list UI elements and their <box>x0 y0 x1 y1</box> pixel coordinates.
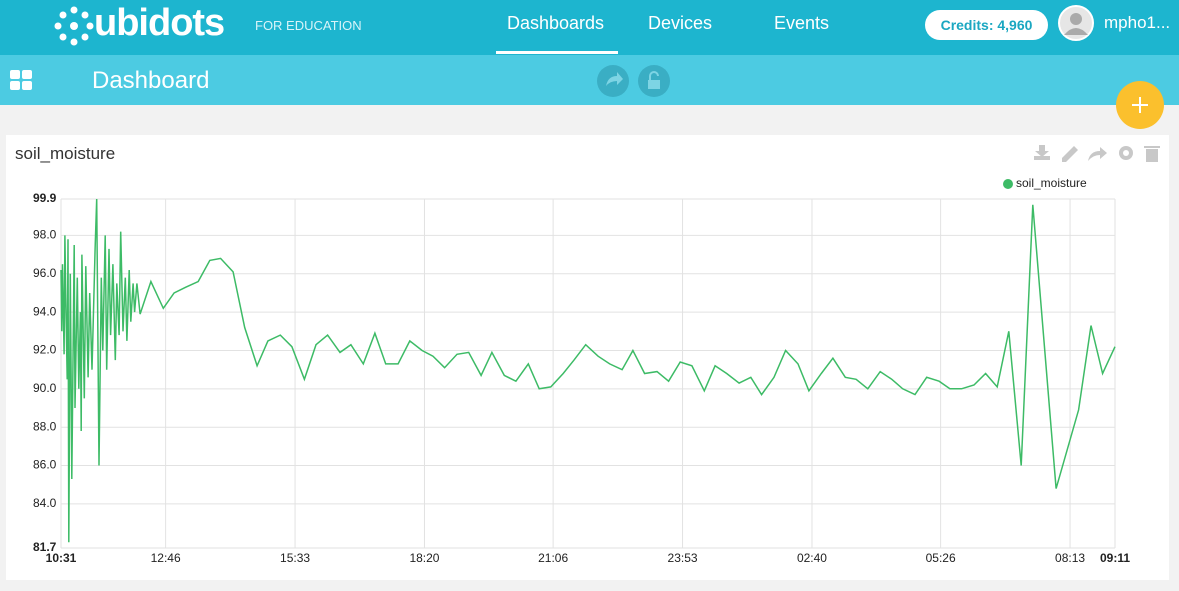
nav-dashboards[interactable]: Dashboards <box>507 13 605 33</box>
credits[interactable]: Credits: 4,960 <box>925 10 1048 40</box>
legend-label: soil_moisture <box>1016 176 1087 190</box>
toolbar <box>0 55 1179 105</box>
tagline: FOR EDUCATION <box>255 18 362 33</box>
y-tick-label: 84.0 <box>33 496 57 510</box>
y-tick-label: 81.7 <box>33 540 57 554</box>
logo[interactable]: ubidots <box>94 2 225 44</box>
x-tick-label: 09:11 <box>1100 551 1130 565</box>
y-tick-label: 92.0 <box>33 343 57 357</box>
legend-marker <box>1003 179 1013 189</box>
nav-devices[interactable]: Devices <box>648 13 713 33</box>
x-tick-label: 02:40 <box>797 551 827 565</box>
y-tick-label: 96.0 <box>33 266 57 280</box>
dashboard-title: Dashboard <box>92 67 210 94</box>
data-line <box>60 198 1116 543</box>
x-tick-label: 15:33 <box>280 551 310 565</box>
widget-title: soil_moisture <box>15 144 116 163</box>
nav-underline <box>496 51 618 54</box>
avatar[interactable] <box>1058 5 1094 41</box>
widget-panel <box>6 135 1169 580</box>
y-tick-label: 94.0 <box>33 304 57 318</box>
y-tick-label: 88.0 <box>33 419 57 433</box>
x-tick-label: 21:06 <box>538 551 568 565</box>
widget-actions[interactable] <box>1032 143 1162 163</box>
toolbar-actions[interactable] <box>596 64 672 98</box>
x-tick-label: 23:53 <box>668 551 698 565</box>
x-tick-label: 10:31 <box>46 551 77 565</box>
user-name[interactable]: mpho1... <box>1104 13 1171 32</box>
y-tick-label: 99.9 <box>33 191 57 205</box>
logo-icon <box>54 6 94 46</box>
y-tick-label: 86.0 <box>33 458 57 472</box>
x-tick-label: 12:46 <box>151 551 181 565</box>
add-button[interactable] <box>1115 80 1165 130</box>
nav-events[interactable]: Events <box>774 13 830 33</box>
y-tick-label: 90.0 <box>33 381 57 395</box>
x-tick-label: 05:26 <box>926 551 956 565</box>
y-tick-label: 98.0 <box>33 228 57 242</box>
x-tick-label: 18:20 <box>409 551 439 565</box>
x-tick-label: 08:13 <box>1055 551 1085 565</box>
menu-icon[interactable] <box>10 70 32 90</box>
